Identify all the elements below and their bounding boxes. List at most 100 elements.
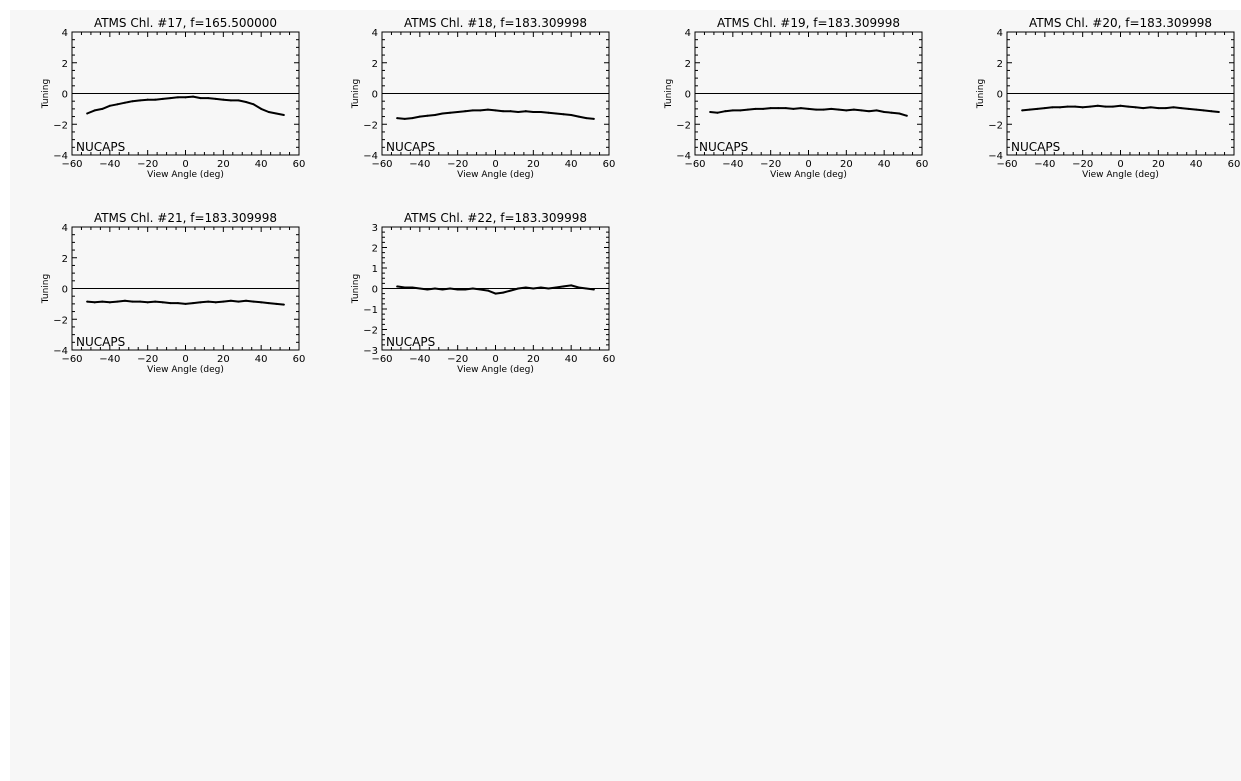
data-point (762, 107, 765, 110)
data-point (1111, 105, 1114, 108)
data-point (146, 98, 149, 101)
data-point (479, 109, 482, 112)
x-tick-label: 40 (1190, 159, 1203, 170)
x-tick-label: −40 (722, 159, 743, 170)
x-tick-label: −20 (137, 354, 158, 365)
data-point (411, 286, 414, 289)
x-tick-label: 40 (255, 159, 268, 170)
data-point (555, 286, 558, 289)
data-point (101, 107, 104, 110)
data-point (1217, 110, 1220, 113)
data-point (403, 117, 406, 120)
data-point (1081, 106, 1084, 109)
data-point (1127, 105, 1130, 108)
data-point (449, 287, 452, 290)
data-point (860, 109, 863, 112)
x-tick-label: 60 (603, 354, 616, 365)
data-point (199, 301, 202, 304)
data-point (108, 301, 111, 304)
y-tick-label: −4 (363, 151, 378, 162)
data-point (898, 112, 901, 115)
data-point (464, 288, 467, 291)
data-point (1164, 107, 1167, 110)
data-point (1157, 107, 1160, 110)
data-point (108, 104, 111, 107)
data-point (494, 292, 497, 295)
data-point (547, 287, 550, 290)
nucaps-annotation: NUCAPS (699, 140, 748, 154)
data-point (577, 115, 580, 118)
data-point (777, 107, 780, 110)
data-point (199, 97, 202, 100)
x-tick-label: 20 (527, 159, 540, 170)
data-point (792, 107, 795, 110)
data-point (275, 112, 278, 115)
data-point (267, 110, 270, 113)
x-tick-label: −60 (61, 354, 82, 365)
data-point (1195, 108, 1198, 111)
data-point (585, 287, 588, 290)
y-tick-label: −2 (988, 120, 1003, 131)
data-point (868, 110, 871, 113)
data-point (93, 301, 96, 304)
data-point (214, 97, 217, 100)
y-axis-title: Tuning (41, 79, 51, 109)
data-point (260, 301, 263, 304)
data-point (139, 300, 142, 303)
y-tick-label: −2 (676, 120, 691, 131)
data-point (1066, 105, 1069, 108)
data-point (426, 114, 429, 117)
chart-title: ATMS Chl. #19, f=183.309998 (717, 16, 900, 30)
nucaps-annotation: NUCAPS (76, 335, 125, 349)
data-point (837, 108, 840, 111)
y-axis-title: Tuning (351, 79, 361, 109)
data-point (1202, 109, 1205, 112)
chart-title: ATMS Chl. #17, f=165.500000 (94, 16, 277, 30)
data-point (890, 111, 893, 114)
x-axis-title: View Angle (deg) (1082, 170, 1159, 180)
x-tick-label: −60 (61, 159, 82, 170)
y-tick-label: 2 (62, 254, 68, 265)
x-tick-label: 40 (565, 159, 578, 170)
data-point (570, 284, 573, 287)
x-tick-label: 60 (1228, 159, 1241, 170)
y-tick-label: −2 (363, 326, 378, 337)
x-tick-label: −60 (996, 159, 1017, 170)
data-point (1187, 107, 1190, 110)
y-tick-label: −4 (53, 151, 68, 162)
data-point (570, 114, 573, 117)
data-point (101, 300, 104, 303)
data-point (161, 97, 164, 100)
x-tick-label: −60 (371, 354, 392, 365)
data-point (1043, 107, 1046, 110)
data-point (845, 109, 848, 112)
x-tick-label: 0 (805, 159, 811, 170)
x-tick-label: 60 (293, 159, 306, 170)
data-point (222, 300, 225, 303)
data-point (131, 100, 134, 103)
data-point (86, 112, 89, 115)
nucaps-annotation: NUCAPS (1011, 140, 1060, 154)
data-point (131, 300, 134, 303)
x-tick-label: 60 (603, 159, 616, 170)
data-point (123, 299, 126, 302)
data-point (1021, 109, 1024, 112)
y-tick-label: −2 (53, 120, 68, 131)
data-point (592, 288, 595, 291)
data-point (532, 110, 535, 113)
data-point (471, 287, 474, 290)
data-point (245, 299, 248, 302)
data-point (709, 110, 712, 113)
data-point (1036, 107, 1039, 110)
data-point (724, 110, 727, 113)
data-point (1028, 108, 1031, 111)
data-point (822, 108, 825, 111)
data-point (486, 108, 489, 111)
data-point (441, 112, 444, 115)
y-tick-label: 4 (685, 28, 691, 39)
data-point (830, 107, 833, 110)
y-tick-label: 0 (372, 90, 378, 101)
